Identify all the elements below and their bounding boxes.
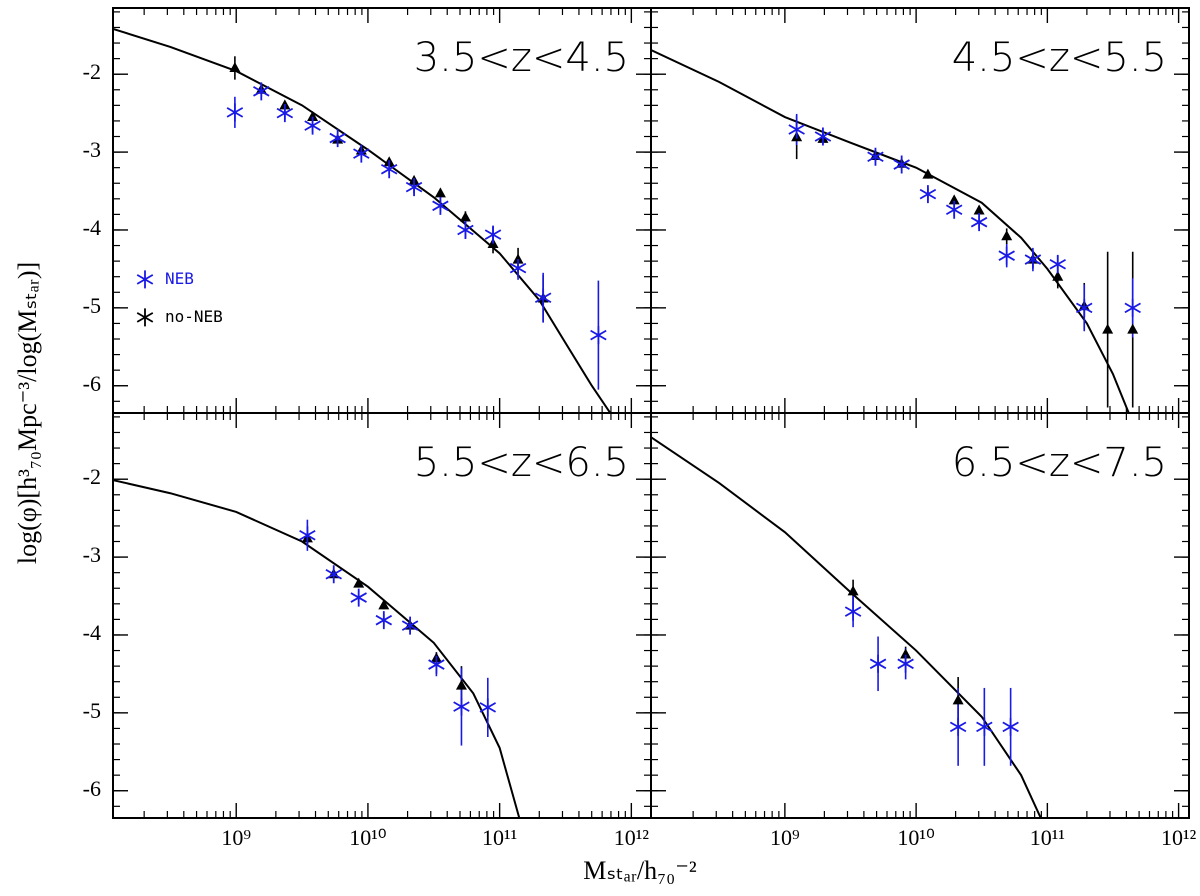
triangle-marker: [459, 211, 471, 222]
star-marker: [1002, 717, 1019, 736]
panel-title: 5.5<z<6.5: [414, 440, 629, 486]
star-marker: [299, 526, 316, 545]
panel-frame: [650, 412, 1190, 819]
x-tick-label: 10¹²: [1161, 825, 1197, 850]
fit-line: [113, 28, 612, 413]
panel-title: 4.5<z<5.5: [952, 35, 1167, 81]
star-marker: [1076, 298, 1093, 317]
star-marker: [428, 655, 445, 674]
star-marker: [136, 308, 154, 327]
star-marker: [590, 326, 607, 345]
panel-title: 3.5<z<4.5: [414, 35, 629, 81]
y-axis-label: log(φ)[h³₇₀Mpc⁻³/log(Mₛₜₐᵣ)]: [13, 262, 42, 564]
star-marker: [1124, 298, 1141, 317]
star-marker: [945, 200, 963, 219]
panel: 4.5<z<5.5: [650, 7, 1190, 414]
star-marker: [534, 288, 552, 307]
star-marker: [380, 160, 398, 179]
star-marker: [844, 602, 862, 621]
x-tick-label: 10⁹: [221, 825, 251, 850]
fit-line: [651, 436, 1042, 818]
star-marker: [1049, 255, 1066, 274]
star-marker: [276, 104, 294, 123]
triangle-marker: [353, 577, 365, 588]
star-marker: [479, 698, 497, 717]
x-tick-label: 10¹¹: [482, 825, 517, 850]
star-marker: [998, 246, 1015, 265]
x-tick-label: 10⁹: [770, 825, 800, 850]
y-tick-label: -6: [83, 371, 101, 396]
star-marker: [405, 178, 423, 197]
triangle-marker: [1102, 323, 1114, 334]
triangle-marker: [307, 111, 319, 122]
y-tick-label: -4: [83, 620, 101, 645]
star-marker: [976, 717, 993, 736]
fit-line: [651, 49, 1130, 413]
star-marker: [949, 717, 967, 736]
star-marker: [353, 144, 370, 163]
y-tick-label: -3: [83, 542, 101, 567]
star-marker: [970, 213, 988, 232]
triangle-marker: [512, 253, 524, 264]
triangle-marker: [948, 194, 960, 205]
star-marker: [453, 697, 470, 716]
star-marker: [484, 225, 502, 244]
triangle-marker: [229, 61, 241, 72]
triangle-marker: [847, 585, 859, 596]
star-marker: [304, 116, 321, 135]
panel: -6 -5 -4 -3 -2 3.5<z<4.5 NEB no-NEB: [83, 7, 652, 414]
y-tick-label: -5: [83, 698, 101, 723]
x-tick-label: 10¹⁰: [349, 825, 387, 850]
y-tick-label: -2: [83, 464, 101, 489]
star-marker: [897, 654, 914, 673]
triangle-marker: [973, 204, 985, 215]
triangle-marker: [455, 679, 467, 690]
triangle-marker: [434, 187, 446, 198]
star-marker: [869, 654, 887, 673]
y-tick-label: -3: [83, 137, 101, 162]
star-marker: [329, 129, 346, 148]
star-marker: [253, 82, 270, 101]
y-tick-label: -6: [83, 776, 101, 801]
star-marker: [867, 147, 884, 166]
star-marker: [136, 270, 154, 289]
panel: 10⁹ 10¹⁰ 10¹¹ 10¹² -6 -5 -4 -3 -2 5.5<z<6.5: [83, 412, 652, 850]
triangle-marker: [900, 648, 912, 659]
x-axis-label: Mₛₜₐᵣ/h₇₀⁻²: [583, 856, 697, 885]
star-marker: [788, 120, 805, 139]
star-marker: [893, 155, 910, 174]
star-marker: [457, 220, 474, 239]
triangle-marker: [1001, 230, 1013, 241]
star-marker: [919, 185, 937, 204]
x-tick-label: 10¹²: [614, 825, 650, 850]
star-marker: [375, 611, 393, 630]
star-marker: [432, 196, 449, 215]
triangle-marker: [922, 168, 934, 179]
triangle-marker: [1127, 323, 1139, 334]
star-marker: [226, 103, 244, 122]
x-tick-label: 10¹¹: [1030, 825, 1065, 850]
legend-label: no-NEB: [165, 307, 223, 326]
x-tick-label: 10¹⁰: [897, 825, 935, 850]
legend-label: NEB: [165, 269, 194, 288]
triangle-marker: [1052, 270, 1064, 281]
star-marker: [325, 565, 342, 584]
star-marker: [350, 588, 367, 607]
triangle-marker: [952, 694, 964, 705]
y-tick-label: -4: [83, 215, 101, 240]
fit-line: [113, 479, 521, 818]
star-marker: [509, 259, 527, 278]
y-tick-label: -5: [83, 293, 101, 318]
triangle-marker: [378, 599, 390, 610]
star-marker: [814, 127, 832, 146]
panel-title: 6.5<z<7.5: [952, 440, 1167, 486]
panel: 10⁹ 10¹⁰ 10¹¹ 10¹² 6.5<z<7.5: [650, 412, 1197, 850]
star-marker: [1024, 250, 1042, 269]
y-tick-label: -2: [83, 59, 101, 84]
star-marker: [401, 616, 419, 635]
